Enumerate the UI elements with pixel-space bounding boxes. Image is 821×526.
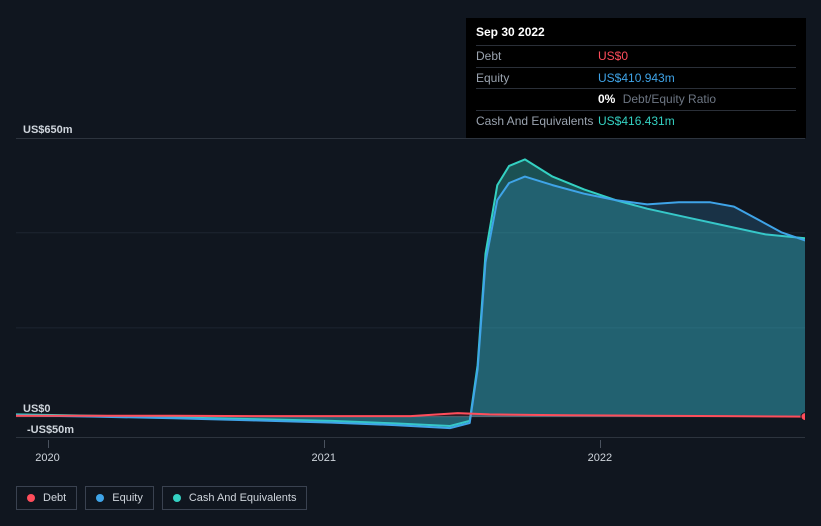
tooltip-label: Debt — [476, 48, 598, 65]
legend-item-cash[interactable]: Cash And Equivalents — [162, 486, 308, 510]
x-axis: 202020212022 — [16, 440, 805, 452]
tooltip-label — [476, 91, 598, 108]
legend-label: Cash And Equivalents — [189, 492, 297, 504]
x-axis-label: 2021 — [311, 452, 335, 464]
tooltip-row-ratio: 0% Debt/Equity Ratio — [476, 88, 796, 110]
legend-label: Debt — [43, 492, 66, 504]
chart-plot-area — [16, 138, 805, 438]
x-axis-label: 2022 — [588, 452, 612, 464]
tooltip-ratio-label: Debt/Equity Ratio — [623, 92, 716, 106]
legend-dot-icon — [173, 494, 181, 502]
x-tick — [48, 440, 49, 448]
legend-item-debt[interactable]: Debt — [16, 486, 77, 510]
tooltip-row-debt: Debt US$0 — [476, 45, 796, 67]
legend-label: Equity — [112, 492, 143, 504]
x-tick — [324, 440, 325, 448]
legend-dot-icon — [27, 494, 35, 502]
tooltip-value-debt: US$0 — [598, 48, 628, 65]
legend-item-equity[interactable]: Equity — [85, 486, 154, 510]
debt-equity-chart: US$650m US$0 -US$50m 202020212022 — [16, 120, 805, 480]
legend-dot-icon — [96, 494, 104, 502]
y-axis-label-top: US$650m — [23, 124, 73, 136]
tooltip-label: Equity — [476, 70, 598, 87]
tooltip-row-equity: Equity US$410.943m — [476, 67, 796, 89]
x-tick — [600, 440, 601, 448]
chart-legend: Debt Equity Cash And Equivalents — [16, 486, 307, 510]
tooltip-ratio-pct: 0% — [598, 92, 615, 106]
tooltip-date: Sep 30 2022 — [476, 24, 796, 45]
tooltip-value-equity: US$410.943m — [598, 70, 675, 87]
x-axis-label: 2020 — [35, 452, 59, 464]
